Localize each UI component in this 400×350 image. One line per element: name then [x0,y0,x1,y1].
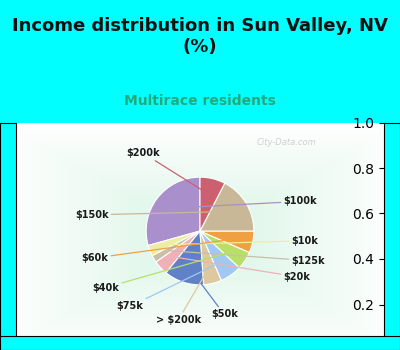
Text: $20k: $20k [172,257,310,282]
Wedge shape [146,177,200,246]
Text: $50k: $50k [188,267,238,320]
Text: $10k: $10k [165,236,318,246]
Wedge shape [156,231,200,273]
Text: Income distribution in Sun Valley, NV
(%): Income distribution in Sun Valley, NV (%… [12,17,388,56]
Wedge shape [200,183,254,231]
Wedge shape [148,231,200,256]
Text: $60k: $60k [82,239,237,263]
Wedge shape [200,231,239,280]
Text: $75k: $75k [116,262,222,312]
Text: $40k: $40k [92,252,232,293]
Text: $200k: $200k [126,148,209,194]
Wedge shape [200,231,222,285]
Wedge shape [200,231,254,252]
Text: > $200k: > $200k [156,268,209,325]
Text: $150k: $150k [75,210,232,220]
Text: $100k: $100k [170,196,317,208]
Text: $125k: $125k [168,251,325,266]
Wedge shape [166,231,204,285]
Text: City-Data.com: City-Data.com [256,138,316,147]
Wedge shape [200,231,249,268]
Wedge shape [152,231,200,262]
Wedge shape [200,177,225,231]
Text: Multirace residents: Multirace residents [124,94,276,108]
